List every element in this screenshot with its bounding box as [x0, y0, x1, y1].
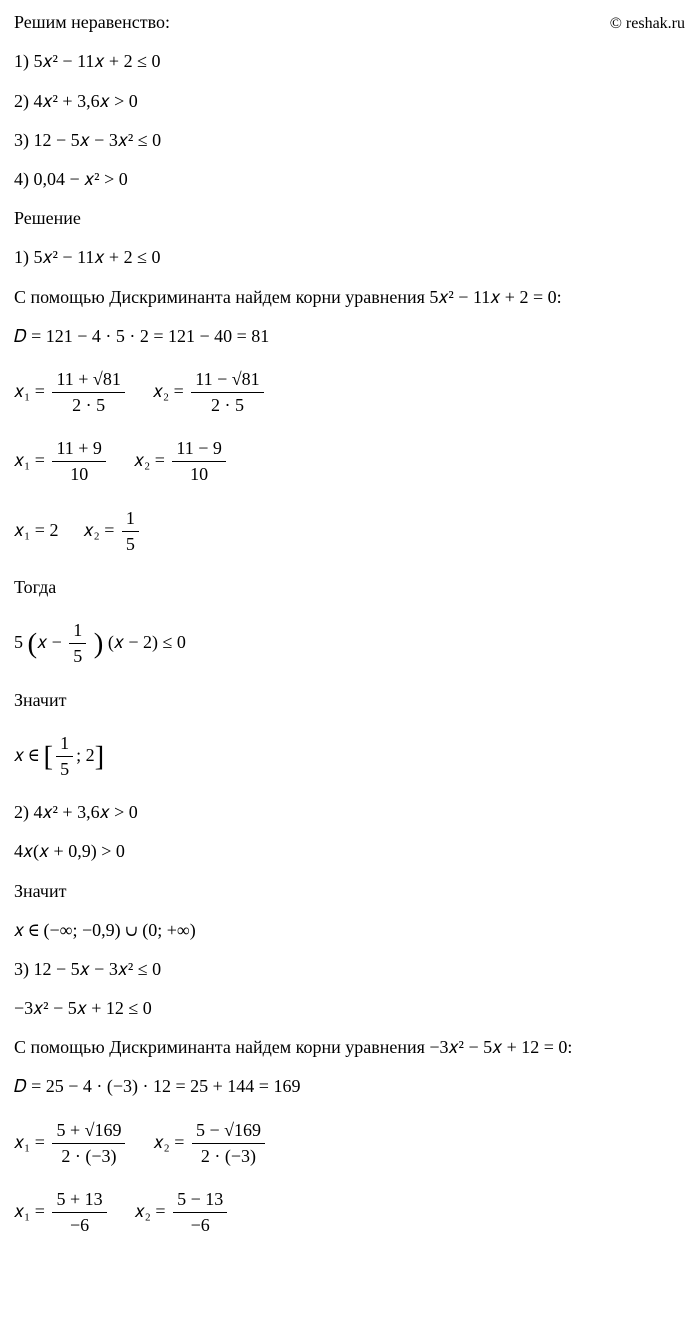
s1-interval: 𝑥 ∈ [15; 2]	[14, 731, 685, 782]
s1-roots-final: 𝑥₁ = 2 𝑥₂ = 1 5	[14, 506, 685, 557]
s3-x2-frac2: 5 − 13 −6	[173, 1187, 227, 1238]
x2-label: 𝑥₂ =	[153, 381, 184, 401]
s2-restate: 2) 4𝑥² + 3,6𝑥 > 0	[14, 800, 685, 825]
s3-x1-frac2: 5 + 13 −6	[52, 1187, 106, 1238]
s1-x1-final: 𝑥₁ = 2	[14, 519, 58, 539]
watermark: © reshak.ru	[610, 13, 685, 35]
s1-x1-frac2: 11 + 9 10	[52, 436, 105, 487]
x2-label: 𝑥₂ =	[135, 1201, 166, 1221]
s1-x2-frac1: 11 − √81 2 · 5	[191, 367, 263, 418]
problem-2: 2) 4𝑥² + 3,6𝑥 > 0	[14, 89, 685, 114]
page-title: Решим неравенство:	[14, 10, 170, 35]
s1-disc: 𝐷 = 121 − 4 · 5 · 2 = 121 − 40 = 81	[14, 324, 685, 349]
s3-roots-line1: 𝑥₁ = 5 + √169 2 · (−3) 𝑥₂ = 5 − √169 2 ·…	[14, 1118, 685, 1169]
s3-x2-frac1: 5 − √169 2 · (−3)	[192, 1118, 265, 1169]
s1-x2-frac2: 11 − 9 10	[172, 436, 225, 487]
solution-heading: Решение	[14, 206, 685, 231]
s1-roots-line1: 𝑥₁ = 11 + √81 2 · 5 𝑥₂ = 11 − √81 2 · 5	[14, 367, 685, 418]
s1-x2-final-frac: 1 5	[122, 506, 139, 557]
s1-roots-line2: 𝑥₁ = 11 + 9 10 𝑥₂ = 11 − 9 10	[14, 436, 685, 487]
x2-label: 𝑥₂ =	[134, 450, 165, 470]
s2-means: Значит	[14, 879, 685, 904]
s3-restate: 3) 12 − 5𝑥 − 3𝑥² ≤ 0	[14, 957, 685, 982]
x1-label: 𝑥₁ =	[14, 381, 45, 401]
x1-label: 𝑥₁ =	[14, 1131, 45, 1151]
s3-disc-intro: С помощью Дискриминанта найдем корни ура…	[14, 1035, 685, 1060]
s1-then: Тогда	[14, 575, 685, 600]
s1-restate: 1) 5𝑥² − 11𝑥 + 2 ≤ 0	[14, 245, 685, 270]
s1-disc-intro: С помощью Дискриминанта найдем корни ура…	[14, 285, 685, 310]
s3-x1-frac1: 5 + √169 2 · (−3)	[52, 1118, 125, 1169]
x1-label: 𝑥₁ =	[14, 450, 45, 470]
x2-label: 𝑥₂ =	[153, 1131, 184, 1151]
s3-rearranged: −3𝑥² − 5𝑥 + 12 ≤ 0	[14, 996, 685, 1021]
x2-label: 𝑥₂ =	[83, 519, 114, 539]
x1-label: 𝑥₁ =	[14, 1201, 45, 1221]
s3-disc: 𝐷 = 25 − 4 · (−3) · 12 = 25 + 144 = 169	[14, 1074, 685, 1099]
problem-4: 4) 0,04 − 𝑥² > 0	[14, 167, 685, 192]
s3-roots-line2: 𝑥₁ = 5 + 13 −6 𝑥₂ = 5 − 13 −6	[14, 1187, 685, 1238]
s1-x1-frac1: 11 + √81 2 · 5	[52, 367, 124, 418]
s1-means: Значит	[14, 688, 685, 713]
s2-factor: 4𝑥(𝑥 + 0,9) > 0	[14, 839, 685, 864]
s2-interval: 𝑥 ∈ (−∞; −0,9) ∪ (0; +∞)	[14, 918, 685, 943]
problem-1: 1) 5𝑥² − 11𝑥 + 2 ≤ 0	[14, 49, 685, 74]
s1-factor: 5 (𝑥 − 15 ) (𝑥 − 2) ≤ 0	[14, 618, 685, 669]
problem-3: 3) 12 − 5𝑥 − 3𝑥² ≤ 0	[14, 128, 685, 153]
